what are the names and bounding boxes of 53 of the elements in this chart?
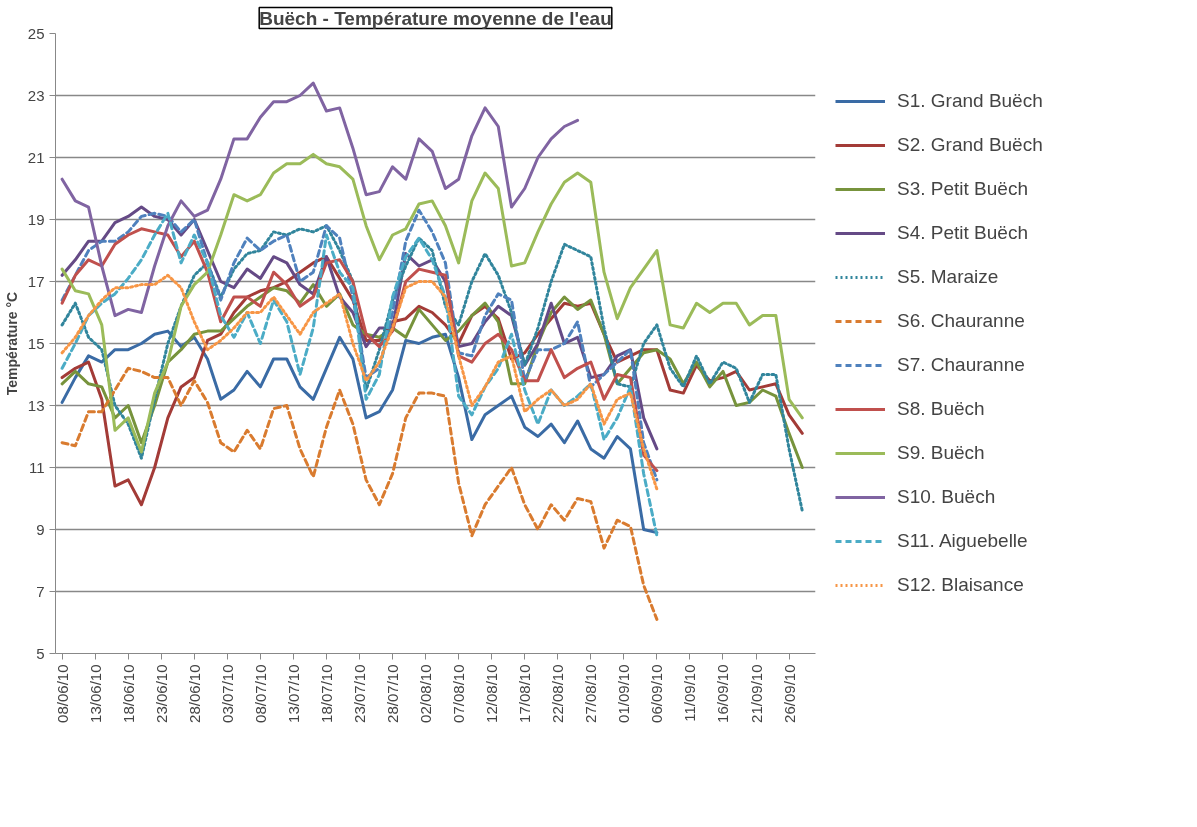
chart-title: Buëch - Température moyenne de l'eau — [259, 7, 612, 29]
x-tick-label: 27/08/10 — [582, 664, 600, 723]
x-tick-label: 02/08/10 — [417, 664, 435, 723]
legend-label: S2. Grand Buëch — [897, 134, 1043, 156]
x-tick-label: 07/08/10 — [450, 664, 468, 723]
line-series — [60, 273, 659, 491]
x-tick-label: 08/07/10 — [251, 664, 269, 723]
x-tick-label: 22/08/10 — [549, 664, 567, 723]
x-tick-label: 28/07/10 — [384, 664, 402, 723]
x-tick-label: 26/09/10 — [780, 664, 798, 723]
legend-label: S9. Buëch — [897, 442, 985, 464]
line-series — [60, 211, 659, 538]
x-tick-label: 23/06/10 — [152, 664, 170, 723]
legend-label: S8. Buëch — [897, 398, 985, 420]
y-tick-label: 9 — [36, 520, 45, 538]
x-tick-label: 06/09/10 — [648, 664, 666, 723]
line-series — [60, 366, 659, 621]
y-tick-label: 5 — [36, 644, 45, 662]
y-tick-label: 23 — [27, 86, 45, 104]
x-tick-label: 17/08/10 — [516, 664, 534, 723]
y-tick-label: 17 — [27, 272, 45, 290]
x-tick-label: 08/06/10 — [53, 664, 71, 723]
x-tick-label: 03/07/10 — [218, 664, 236, 723]
y-tick-label: 15 — [27, 334, 45, 352]
x-tick-label: 21/09/10 — [747, 664, 765, 723]
y-tick-label: 7 — [36, 582, 45, 600]
x-tick-label: 13/06/10 — [86, 664, 104, 723]
x-tick-label: 11/09/10 — [681, 664, 699, 722]
x-tick-label: 12/08/10 — [483, 664, 501, 723]
x-tick-label: 18/07/10 — [317, 664, 335, 723]
legend-label: S3. Petit Buëch — [897, 178, 1028, 200]
legend-label: S6. Chauranne — [897, 310, 1025, 332]
y-tick-label: 19 — [27, 210, 45, 228]
x-tick-label: 28/06/10 — [185, 664, 203, 723]
legend-label: S4. Petit Buëch — [897, 222, 1028, 244]
y-tick-label: 21 — [27, 148, 45, 166]
line-series — [60, 152, 804, 454]
line-series — [60, 81, 580, 318]
legend-label: S5. Maraize — [897, 266, 999, 288]
legend-label: S12. Blaisance — [897, 574, 1024, 596]
legend-label: S11. Aiguebelle — [897, 530, 1028, 552]
x-tick-label: 16/09/10 — [714, 664, 732, 723]
legend-label: S1. Grand Buëch — [897, 90, 1043, 112]
y-axis-title: Température °C — [3, 291, 20, 396]
y-tick-label: 13 — [27, 396, 45, 414]
x-tick-label: 23/07/10 — [351, 664, 368, 723]
x-tick-label: 13/07/10 — [284, 664, 302, 723]
y-tick-label: 25 — [27, 24, 45, 42]
y-tick-label: 11 — [28, 458, 45, 476]
legend-label: S10. Buëch — [897, 486, 996, 508]
legend-label: S7. Chauranne — [897, 354, 1025, 376]
x-tick-label: 18/06/10 — [119, 664, 137, 723]
x-tick-label: 01/09/10 — [615, 664, 633, 723]
